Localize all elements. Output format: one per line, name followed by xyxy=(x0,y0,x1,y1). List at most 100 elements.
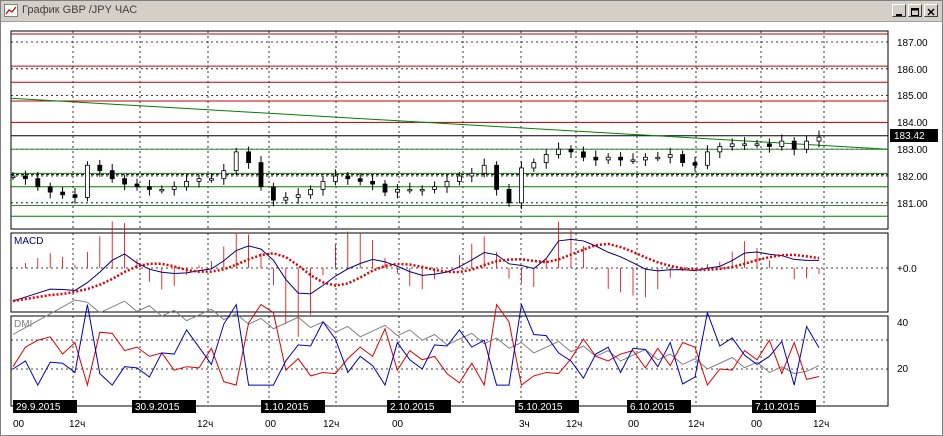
candle-body xyxy=(581,151,586,158)
candle-body xyxy=(85,164,90,198)
price-tick: 183.00 xyxy=(897,145,928,156)
dmi-tick: 20 xyxy=(897,364,909,375)
candle-body xyxy=(208,178,214,181)
dmi-indicator xyxy=(12,299,820,388)
candle-body xyxy=(767,143,772,147)
candle-body xyxy=(729,143,735,147)
hour-label: 12ч xyxy=(197,419,213,430)
candle-body xyxy=(382,183,388,193)
date-label: 7.10.2015 xyxy=(755,402,800,413)
adx-line xyxy=(12,299,820,375)
candle-body xyxy=(643,156,648,161)
price-tick: 181.00 xyxy=(897,199,928,210)
candle-body xyxy=(469,172,475,177)
candle-body xyxy=(407,188,413,192)
date-label: 29.9.2015 xyxy=(16,402,61,413)
macd-indicator xyxy=(12,221,820,337)
title-bar[interactable]: График GBP /JPY ЧАС xyxy=(1,1,942,22)
candle-body xyxy=(419,188,425,192)
candle-body xyxy=(605,156,611,161)
candle-body xyxy=(184,180,190,188)
last-price-marker xyxy=(890,129,938,142)
candle-body xyxy=(816,136,822,142)
window-title: График GBP /JPY ЧАС xyxy=(22,4,138,16)
candle-body xyxy=(332,175,338,182)
candle-body xyxy=(22,175,28,180)
hour-label: 12ч xyxy=(566,419,582,430)
hour-label: 12ч xyxy=(323,419,339,430)
price-tick: 182.00 xyxy=(897,172,928,183)
candle-body xyxy=(295,194,301,198)
candle-body xyxy=(432,186,438,190)
candle-body xyxy=(97,164,103,172)
price-tick: 185.00 xyxy=(897,91,928,102)
hour-label: 3ч xyxy=(519,419,530,430)
close-button[interactable] xyxy=(924,4,938,17)
candle-body xyxy=(258,162,264,188)
candle-body xyxy=(72,194,78,198)
candle-body xyxy=(35,178,41,188)
minimize-icon xyxy=(896,14,902,16)
date-labels: 29.9.2015 30.9.2015 1.10.2015 2.10.2015 … xyxy=(13,400,816,413)
candle-body xyxy=(494,164,500,190)
date-label: 30.9.2015 xyxy=(135,402,180,413)
minimize-button[interactable] xyxy=(892,4,906,17)
candle-body xyxy=(791,140,797,150)
candle-body xyxy=(456,175,462,182)
maximize-button[interactable] xyxy=(908,4,922,17)
close-icon xyxy=(927,8,935,16)
hour-label: 12ч xyxy=(688,419,704,430)
candle-body xyxy=(246,151,252,164)
date-label: 5.10.2015 xyxy=(518,402,563,413)
candle-body xyxy=(680,154,685,163)
hour-label: 00 xyxy=(628,419,640,430)
hour-label: 12ч xyxy=(813,419,829,430)
candle-body xyxy=(196,178,202,182)
candle-body xyxy=(444,180,450,188)
maximize-icon xyxy=(911,8,919,16)
dmi-minus-line xyxy=(12,303,820,388)
candle-body xyxy=(283,197,289,201)
candle-body xyxy=(568,148,574,153)
candle-body xyxy=(345,175,351,180)
candle-body xyxy=(122,178,127,185)
hour-label: 12ч xyxy=(69,419,85,430)
candle-body xyxy=(357,178,363,182)
trend-line xyxy=(10,97,889,150)
macd-zero-label: +0.0 xyxy=(897,264,917,275)
candle-body xyxy=(134,183,140,188)
date-label: 6.10.2015 xyxy=(630,402,675,413)
candle-body xyxy=(370,180,376,185)
candle-body xyxy=(481,164,487,174)
candle-body xyxy=(655,156,661,160)
macd-panel[interactable] xyxy=(10,232,889,313)
dmi-plus-line xyxy=(12,302,820,387)
macd-signal-line xyxy=(12,242,820,303)
candle-body xyxy=(109,170,115,180)
candle-body xyxy=(543,154,549,163)
dmi-tick: 40 xyxy=(897,318,909,329)
candle-body xyxy=(171,186,177,190)
candle-body xyxy=(394,188,400,193)
chart-canvas[interactable]: 187.00 186.00 185.00 184.00 183.00 182.0… xyxy=(1,22,942,435)
dmi-panel[interactable] xyxy=(10,315,889,407)
candle-body xyxy=(10,175,16,178)
date-label: 2.10.2015 xyxy=(390,402,435,413)
candle-body xyxy=(60,191,65,196)
candlesticks xyxy=(10,130,822,209)
candle-body xyxy=(779,140,785,147)
candle-body xyxy=(233,151,239,172)
candle-body xyxy=(630,159,636,162)
macd-label: MACD xyxy=(14,236,43,247)
candle-body xyxy=(556,148,561,155)
price-panel[interactable] xyxy=(10,30,889,230)
candle-body xyxy=(593,156,599,161)
candle-body xyxy=(717,146,723,153)
candle-body xyxy=(146,186,152,190)
candle-body xyxy=(519,167,524,204)
candle-body xyxy=(270,186,276,201)
candle-body xyxy=(754,143,760,146)
price-axis: 187.00 186.00 185.00 184.00 183.00 182.0… xyxy=(897,38,928,210)
candle-body xyxy=(221,170,227,180)
